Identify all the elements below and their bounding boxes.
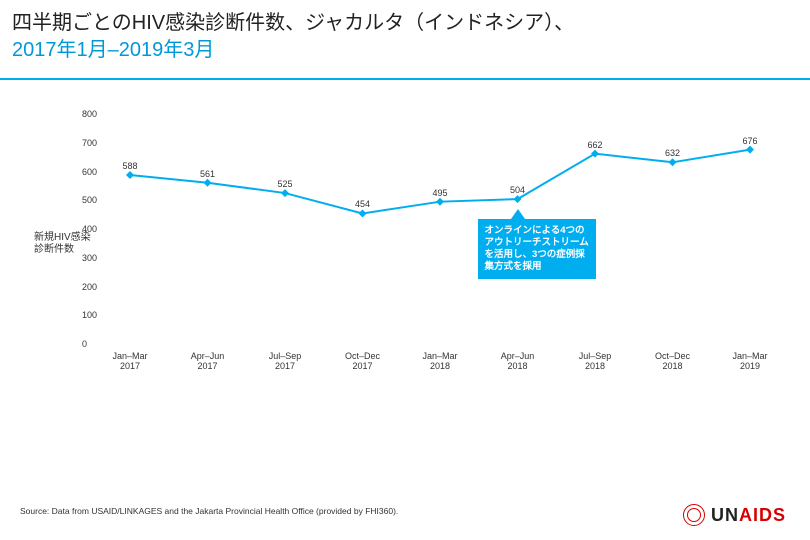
unaids-emblem-icon xyxy=(683,504,705,526)
y-tick: 800 xyxy=(82,109,97,119)
callout-line: オンラインによる4つの xyxy=(485,225,585,236)
x-tick-label: Jul–Sep2018 xyxy=(570,352,620,372)
x-axis-labels: Jan–Mar2017Apr–Jun2017Jul–Sep2017Oct–Dec… xyxy=(110,352,770,382)
data-point xyxy=(204,179,212,187)
y-tick: 600 xyxy=(82,167,97,177)
unaids-logo: UNAIDS xyxy=(683,504,786,526)
data-point xyxy=(436,198,444,206)
data-point-label: 454 xyxy=(355,199,370,209)
unaids-wordmark: UNAIDS xyxy=(711,505,786,526)
y-tick: 300 xyxy=(82,253,97,263)
x-tick-label: Jul–Sep2017 xyxy=(260,352,310,372)
chart: 新規HIV感染診断件数 0100200300400500600700800588… xyxy=(40,114,770,414)
data-point-label: 676 xyxy=(742,136,757,146)
logo-aids: AIDS xyxy=(739,505,786,525)
callout-arrow-icon xyxy=(511,209,525,219)
y-tick: 0 xyxy=(82,339,87,349)
x-tick-label: Oct–Dec2018 xyxy=(648,352,698,372)
y-tick: 700 xyxy=(82,138,97,148)
data-point-label: 662 xyxy=(587,140,602,150)
data-point-label: 632 xyxy=(665,148,680,158)
data-point xyxy=(669,158,677,166)
logo-un: UN xyxy=(711,505,739,525)
data-point-label: 495 xyxy=(432,188,447,198)
x-tick-label: Apr–Jun2018 xyxy=(493,352,543,372)
data-point xyxy=(281,189,289,197)
callout-line: アウトリーチストリーム xyxy=(485,237,589,248)
x-tick-label: Jan–Mar2018 xyxy=(415,352,465,372)
plot-area: 0100200300400500600700800588561525454495… xyxy=(110,114,770,344)
callout-box: オンラインによる4つのアウトリーチストリームを活用し、3つの症例採集方式を採用 xyxy=(478,219,596,279)
y-tick: 400 xyxy=(82,224,97,234)
x-tick-label: Jan–Mar2019 xyxy=(725,352,775,372)
data-point xyxy=(746,146,754,154)
x-tick-label: Apr–Jun2017 xyxy=(183,352,233,372)
y-tick: 100 xyxy=(82,310,97,320)
source-citation: Source: Data from USAID/LINKAGES and the… xyxy=(20,506,398,516)
data-point-label: 561 xyxy=(200,169,215,179)
y-tick: 500 xyxy=(82,195,97,205)
title-line-1: 四半期ごとのHIV感染診断件数、ジャカルタ（インドネシア）、 xyxy=(12,10,798,37)
data-point-label: 525 xyxy=(277,179,292,189)
data-point-label: 504 xyxy=(510,185,525,195)
title-line-2: 2017年1月–2019年3月 xyxy=(12,39,214,61)
x-tick-label: Jan–Mar2017 xyxy=(105,352,155,372)
data-point-label: 588 xyxy=(122,161,137,171)
data-point xyxy=(126,171,134,179)
x-tick-label: Oct–Dec2017 xyxy=(338,352,388,372)
callout-line: を活用し、3つの症例採 xyxy=(485,249,585,260)
callout-line: 集方式を採用 xyxy=(485,261,542,272)
y-tick: 200 xyxy=(82,282,97,292)
data-point xyxy=(359,209,367,217)
title-bar: 四半期ごとのHIV感染診断件数、ジャカルタ（インドネシア）、 2017年1月–2… xyxy=(0,0,810,80)
